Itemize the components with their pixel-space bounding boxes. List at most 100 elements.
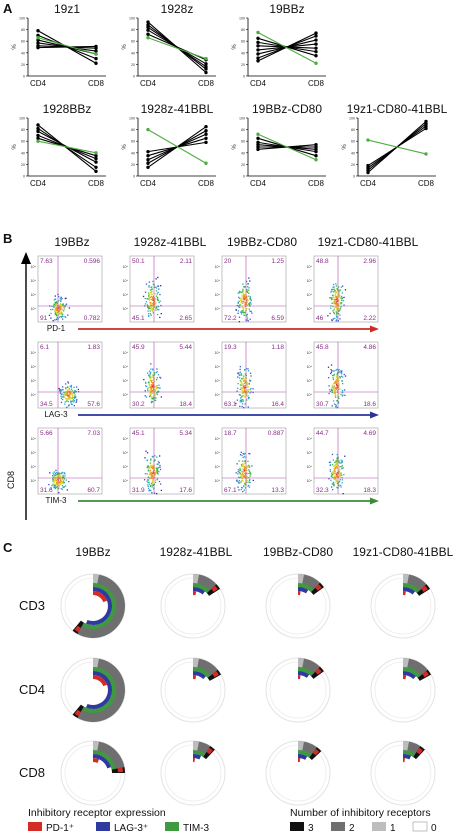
flow-event-dot [237, 473, 239, 475]
flow-event-dot [240, 299, 242, 301]
flow-event-dot [58, 387, 60, 390]
flow-event-dot [147, 310, 149, 312]
flow-event-dot [336, 288, 338, 290]
flow-event-dot [53, 481, 55, 484]
flow-event-dot [336, 486, 338, 489]
flow-event-dot [53, 303, 55, 305]
flow-plot-frame [129, 255, 195, 323]
flow-event-dot [72, 397, 74, 399]
y-tick-label: 0 [353, 175, 355, 179]
flow-event-dot [154, 385, 156, 388]
flow-event-dot [157, 470, 159, 472]
flow-event-dot [334, 464, 336, 467]
flow-event-dot [243, 301, 245, 303]
flow-event-dot [336, 473, 339, 475]
flow-event-dot [145, 450, 147, 452]
flow-event-dot [242, 476, 245, 478]
flow-event-dot [150, 379, 152, 381]
flow-event-dot [145, 382, 147, 384]
flow-event-dot [60, 315, 62, 318]
flow-event-dot [339, 474, 342, 476]
flow-event-dot [331, 386, 333, 388]
flow-event-dot [338, 461, 340, 463]
flow-event-dot [61, 389, 63, 391]
flow-event-dot [244, 305, 247, 307]
flow-event-dot [155, 307, 157, 309]
y-tick-label: 0 [133, 175, 135, 179]
flow-event-dot [65, 303, 68, 305]
flow-event-dot [52, 320, 54, 322]
flow-event-dot [60, 306, 62, 308]
flow-event-dot [65, 297, 67, 299]
ring-arc-tim3 [298, 583, 314, 593]
flow-event-dot [331, 405, 333, 407]
flow-event-dot [332, 377, 334, 379]
flow-event-dot [341, 292, 343, 294]
flow-axis-tick: 10⁴ [31, 307, 37, 311]
flow-event-dot [341, 482, 343, 484]
data-point [204, 65, 208, 69]
flow-event-dot [156, 463, 158, 465]
data-point [36, 126, 40, 131]
flow-event-dot [152, 382, 154, 384]
series-line-highlight [147, 129, 207, 164]
flow-event-dot [60, 482, 62, 484]
flow-event-dot [343, 474, 345, 476]
flow-event-dot [71, 396, 73, 399]
legend-label-tim3: TIM-3 [183, 823, 210, 834]
flow-event-dot [73, 386, 75, 388]
flow-event-dot [154, 397, 156, 399]
flow-event-dot [247, 389, 249, 391]
flow-event-dot [332, 385, 334, 387]
ring-arc-count-2 [77, 658, 126, 723]
flow-event-dot [144, 395, 146, 397]
flow-event-dot [334, 289, 336, 292]
flow-event-dot [334, 469, 336, 472]
flow-event-dot [157, 468, 159, 470]
quadrant-upper-left: 45.9 [132, 344, 145, 351]
flow-event-dot [55, 473, 57, 476]
flow-event-dot [341, 461, 343, 463]
flow-event-dot [333, 311, 335, 314]
chart-title: 1928z [161, 2, 194, 16]
flow-event-dot [157, 306, 160, 308]
flow-event-dot [341, 302, 343, 304]
flow-event-dot [337, 377, 339, 379]
data-point [314, 154, 318, 158]
flow-event-dot [329, 388, 331, 391]
flow-event-dot [243, 385, 245, 388]
flow-event-dot [250, 387, 252, 390]
flow-event-dot [158, 390, 160, 393]
flow-event-dot [237, 480, 239, 483]
flow-event-dot [150, 383, 152, 386]
flow-event-dot [72, 399, 75, 401]
flow-event-dot [156, 493, 158, 495]
flow-event-dot [150, 363, 152, 365]
flow-event-dot [239, 366, 241, 368]
flow-event-dot [159, 387, 161, 389]
flow-event-dot [244, 311, 246, 314]
flow-event-dot [333, 387, 335, 389]
flow-event-dot [340, 303, 342, 305]
legend-label-1: 1 [390, 823, 396, 834]
flow-event-dot [156, 456, 158, 458]
flow-event-dot [238, 300, 240, 302]
data-point [146, 25, 150, 29]
flow-event-dot [49, 472, 51, 474]
flow-event-dot [327, 315, 329, 317]
flow-event-dot [340, 474, 342, 476]
flow-event-dot [246, 288, 248, 291]
ring-arc-count-2 [77, 574, 126, 638]
flow-event-dot [63, 392, 65, 395]
flow-event-dot [336, 297, 339, 299]
flow-event-dot [339, 376, 341, 378]
y-tick-label: 40 [131, 51, 135, 55]
flow-event-dot [335, 378, 337, 381]
flow-event-dot [333, 475, 336, 477]
flow-event-dot [58, 309, 60, 312]
flow-event-dot [337, 484, 340, 486]
flow-event-dot [246, 481, 248, 483]
